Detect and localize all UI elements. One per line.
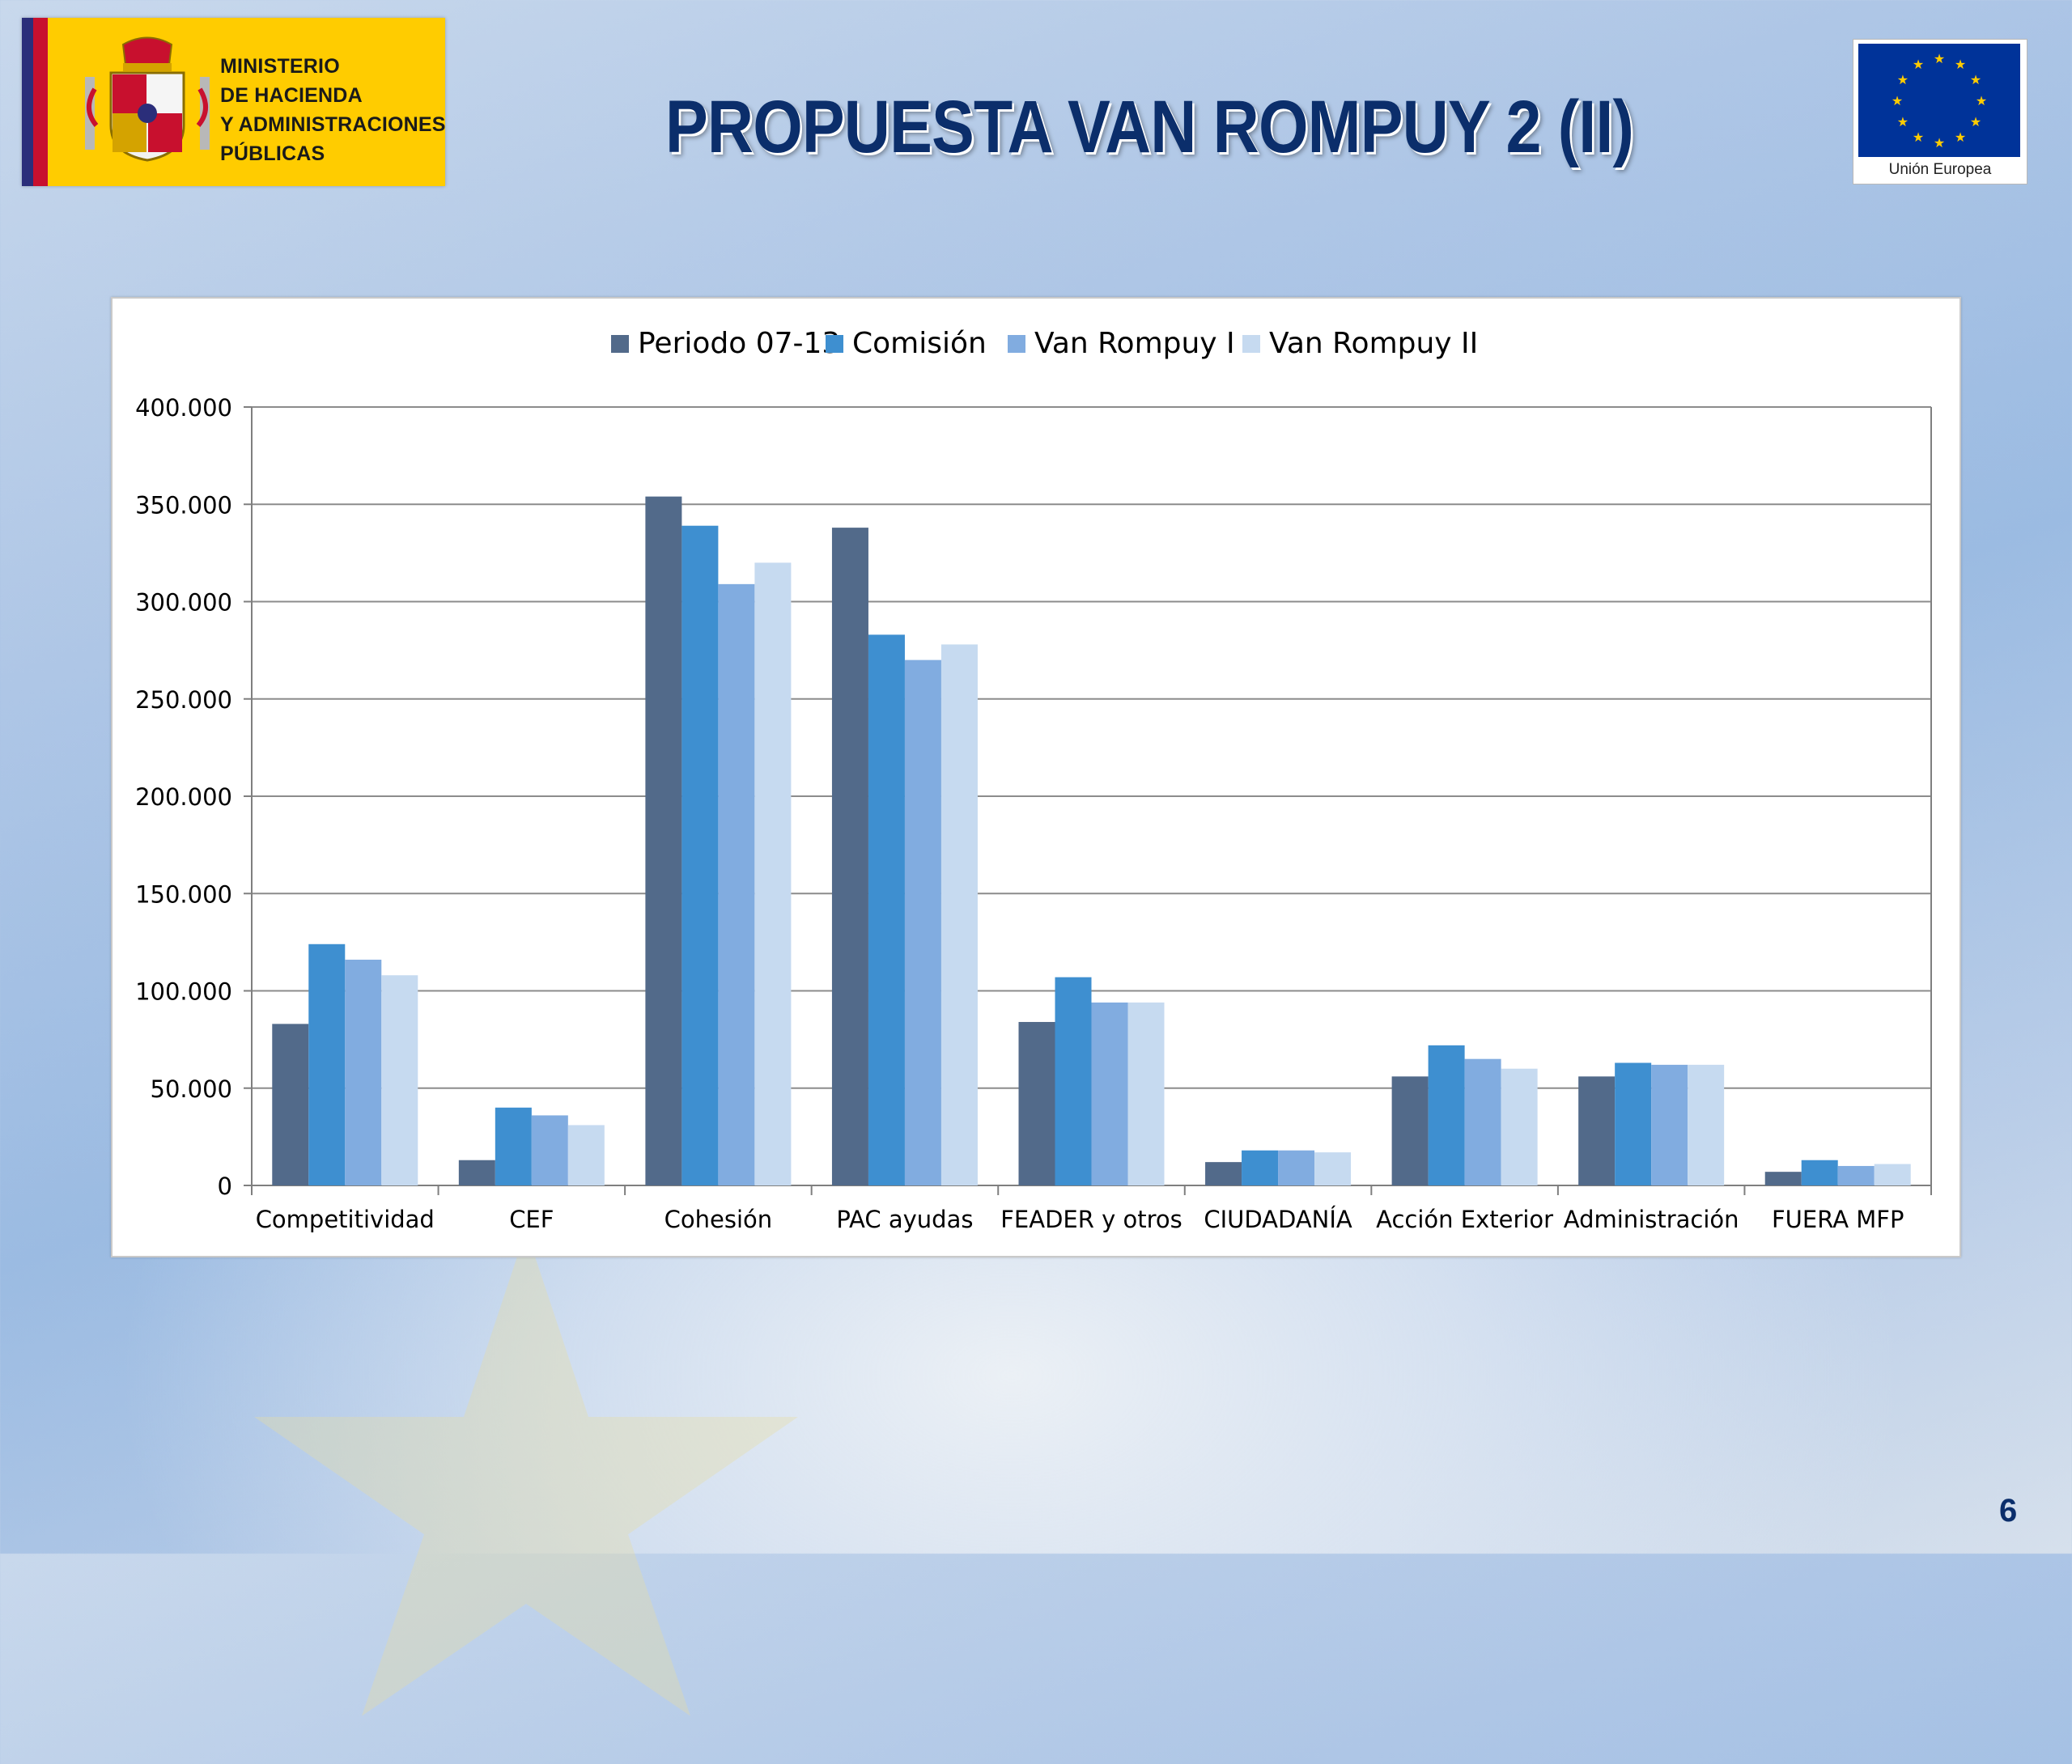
eu-label: Unión Europea — [1888, 161, 1992, 178]
bar — [831, 528, 868, 1185]
bar — [272, 1024, 309, 1185]
x-tick-label: FUERA MFP — [1772, 1206, 1904, 1233]
eu-flag-icon: ★ ★ ★ ★ ★ ★ ★ ★ ★ ★ ★ ★ — [1858, 44, 2020, 157]
y-tick-label: 50.000 — [151, 1075, 232, 1103]
bar — [1018, 1021, 1055, 1185]
ministry-line: Y ADMINISTRACIONES — [220, 113, 446, 136]
eu-star-icon: ★ — [1913, 129, 1924, 145]
eu-star-icon: ★ — [1897, 114, 1909, 129]
eu-star-icon: ★ — [1955, 129, 1966, 145]
x-tick-label: CIUDADANÍA — [1204, 1206, 1352, 1233]
bar-chart: 0 50.000 100.000 150.000 200.000 250.000 300.0… — [135, 327, 1932, 1233]
y-tick-label: 250.000 — [135, 686, 232, 714]
bar — [1205, 1162, 1242, 1185]
eu-star-icon: ★ — [1897, 72, 1909, 87]
eu-star-icon: ★ — [1913, 57, 1924, 72]
bar — [1242, 1150, 1279, 1185]
bar — [1055, 977, 1092, 1185]
bar — [381, 975, 418, 1185]
bar — [754, 562, 792, 1185]
x-tick-label: Administración — [1564, 1206, 1739, 1233]
legend-swatch — [1242, 335, 1260, 353]
bar — [1764, 1172, 1802, 1185]
y-tick-label: 350.000 — [135, 491, 232, 519]
background-star — [254, 1230, 798, 1716]
bar — [531, 1115, 568, 1185]
y-tick-label: 150.000 — [135, 880, 232, 908]
bar — [1651, 1064, 1688, 1185]
x-tick-label: CEF — [509, 1206, 554, 1233]
bar — [1278, 1150, 1315, 1185]
x-tick-label: Cohesión — [664, 1206, 773, 1233]
chart-frame: 0 50.000 100.000 150.000 200.000 250.000 300.0… — [111, 297, 1961, 1257]
ministry-line: DE HACIENDA — [220, 84, 363, 107]
bar — [1091, 1002, 1128, 1185]
y-tick-label: 0 — [218, 1172, 232, 1200]
x-tick-label: FEADER y otros — [1000, 1206, 1182, 1233]
y-tick-label: 300.000 — [135, 589, 232, 617]
legend-label: Van Rompuy II — [1269, 327, 1478, 360]
bar — [308, 943, 346, 1185]
bar — [1578, 1076, 1616, 1185]
y-tick-label: 100.000 — [135, 978, 232, 1006]
bar — [868, 634, 905, 1185]
spanish-flag-strip — [22, 18, 68, 186]
bar — [567, 1125, 605, 1185]
bar — [345, 960, 382, 1185]
legend-label: Periodo 07-13 — [638, 327, 840, 360]
x-tick-label: Acción Exterior — [1376, 1206, 1553, 1233]
y-tick-label: 200.000 — [135, 783, 232, 811]
bar — [1615, 1062, 1652, 1185]
bar — [904, 659, 941, 1185]
bar — [1464, 1058, 1501, 1185]
bar — [458, 1160, 495, 1185]
legend-swatch — [826, 335, 843, 353]
eu-star-icon: ★ — [1892, 93, 1903, 108]
eu-star-icon: ★ — [1970, 114, 1981, 129]
ministry-line: PÚBLICAS — [220, 142, 325, 165]
bar — [1688, 1064, 1725, 1185]
bar — [495, 1107, 532, 1185]
bar — [1391, 1076, 1429, 1185]
slide-title: PROPUESTA VAN ROMPUY 2 (II) — [665, 86, 1634, 168]
eu-star-icon: ★ — [1955, 57, 1966, 72]
bar — [1837, 1165, 1875, 1185]
ministry-name: MINISTERIO DE HACIENDA Y ADMINISTRACIONE… — [220, 52, 446, 168]
x-tick-label: Competitividad — [256, 1206, 435, 1233]
bar — [1874, 1164, 1911, 1185]
legend-label: Van Rompuy I — [1034, 327, 1235, 360]
bar — [1428, 1045, 1465, 1185]
legend-swatch — [1008, 335, 1025, 353]
bar — [718, 583, 755, 1185]
eu-logo: ★ ★ ★ ★ ★ ★ ★ ★ ★ ★ ★ ★ Unión Europea — [1853, 39, 2027, 184]
legend-swatch — [611, 335, 629, 353]
bar — [940, 644, 978, 1185]
y-tick-label: 400.000 — [135, 394, 232, 422]
bar — [1501, 1068, 1538, 1185]
page-number: 6 — [1999, 1493, 2018, 1529]
eu-star-icon: ★ — [1976, 93, 1987, 108]
bar — [1127, 1002, 1165, 1185]
bar — [1314, 1152, 1352, 1185]
eu-star-icon: ★ — [1970, 72, 1981, 87]
ministry-logo: MINISTERIO DE HACIENDA Y ADMINISTRACIONE… — [22, 18, 445, 186]
ministry-line: MINISTERIO — [220, 55, 340, 78]
coat-of-arms-icon — [85, 36, 210, 162]
bar — [1801, 1160, 1838, 1185]
eu-star-icon: ★ — [1934, 135, 1945, 151]
bar — [681, 525, 719, 1185]
bar — [645, 496, 682, 1185]
x-tick-label: PAC ayudas — [836, 1206, 973, 1233]
legend-label: Comisión — [852, 327, 987, 360]
eu-star-icon: ★ — [1934, 51, 1945, 66]
